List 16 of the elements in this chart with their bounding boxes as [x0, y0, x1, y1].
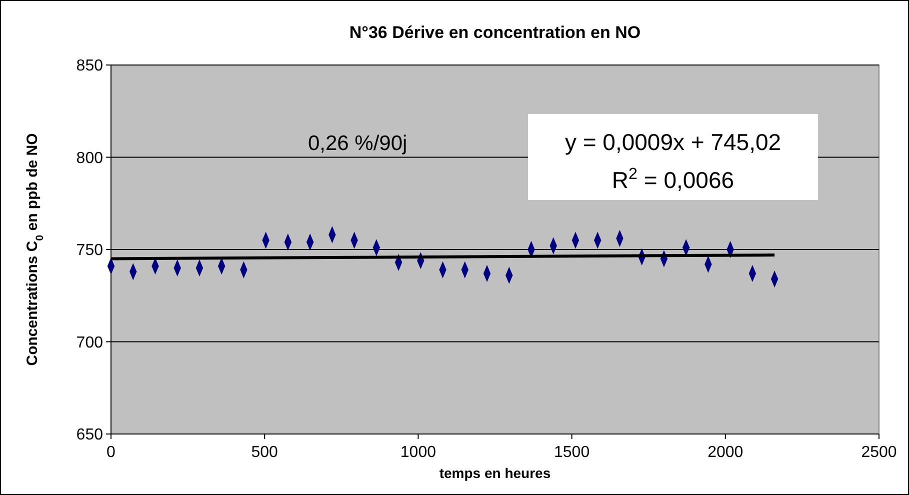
annotation: 0,26 %/90j — [308, 132, 408, 155]
x-tick-label: 1500 — [554, 444, 590, 461]
y-tick-label: 650 — [76, 426, 104, 444]
x-tick-label: 1000 — [400, 444, 436, 461]
y-tick-label: 800 — [76, 150, 104, 167]
chart-title: N°36 Dérive en concentration en NO — [349, 23, 641, 42]
x-tick-label: 500 — [251, 444, 278, 461]
x-tick-label: 2500 — [861, 444, 897, 461]
x-tick-label: 2000 — [708, 444, 744, 461]
y-tick-label: 750 — [76, 242, 104, 260]
x-axis-title: temps en heures — [439, 465, 551, 481]
y-tick-label: 700 — [76, 334, 104, 352]
x-tick-label: 0 — [106, 444, 116, 461]
annotation: R$^{2}$ = 0,0066 — [612, 165, 734, 193]
y-tick-label: 850 — [76, 58, 104, 75]
annotation: y = 0,0009x + 745,02 — [564, 129, 782, 155]
